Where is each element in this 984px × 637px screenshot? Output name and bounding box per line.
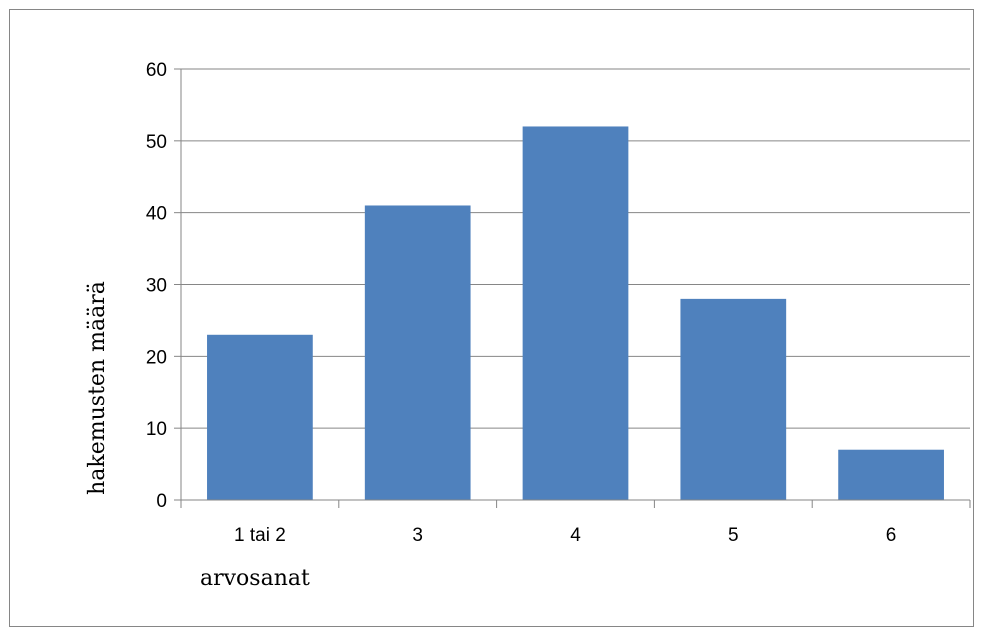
y-tick-label: 30 — [146, 276, 167, 297]
y-tick-label: 60 — [146, 60, 167, 81]
bar — [522, 126, 629, 500]
bar — [838, 449, 944, 500]
x-tick-label: 5 — [728, 525, 739, 546]
bar — [364, 205, 471, 500]
y-axis-title: hakemusten määrä — [85, 281, 110, 495]
y-tick-label: 0 — [156, 491, 167, 512]
bars — [207, 126, 944, 500]
x-tick-label: 1 tai 2 — [234, 525, 286, 546]
x-axis-title: arvosanat — [200, 566, 310, 591]
x-tick-label: 6 — [886, 525, 897, 546]
tick-labels: 0 10 20 30 40 50 60 1 tai 2 3 4 5 6 — [146, 60, 897, 546]
x-tick-label: 4 — [570, 525, 581, 546]
chart-frame — [9, 9, 974, 627]
y-tick-label: 20 — [146, 347, 167, 368]
y-tick-label: 10 — [146, 419, 167, 440]
y-tick-label: 50 — [146, 132, 167, 153]
x-tick-label: 3 — [412, 525, 423, 546]
axes — [174, 68, 971, 508]
y-tick-label: 40 — [146, 204, 167, 225]
bar — [207, 334, 313, 500]
bar — [680, 298, 787, 500]
